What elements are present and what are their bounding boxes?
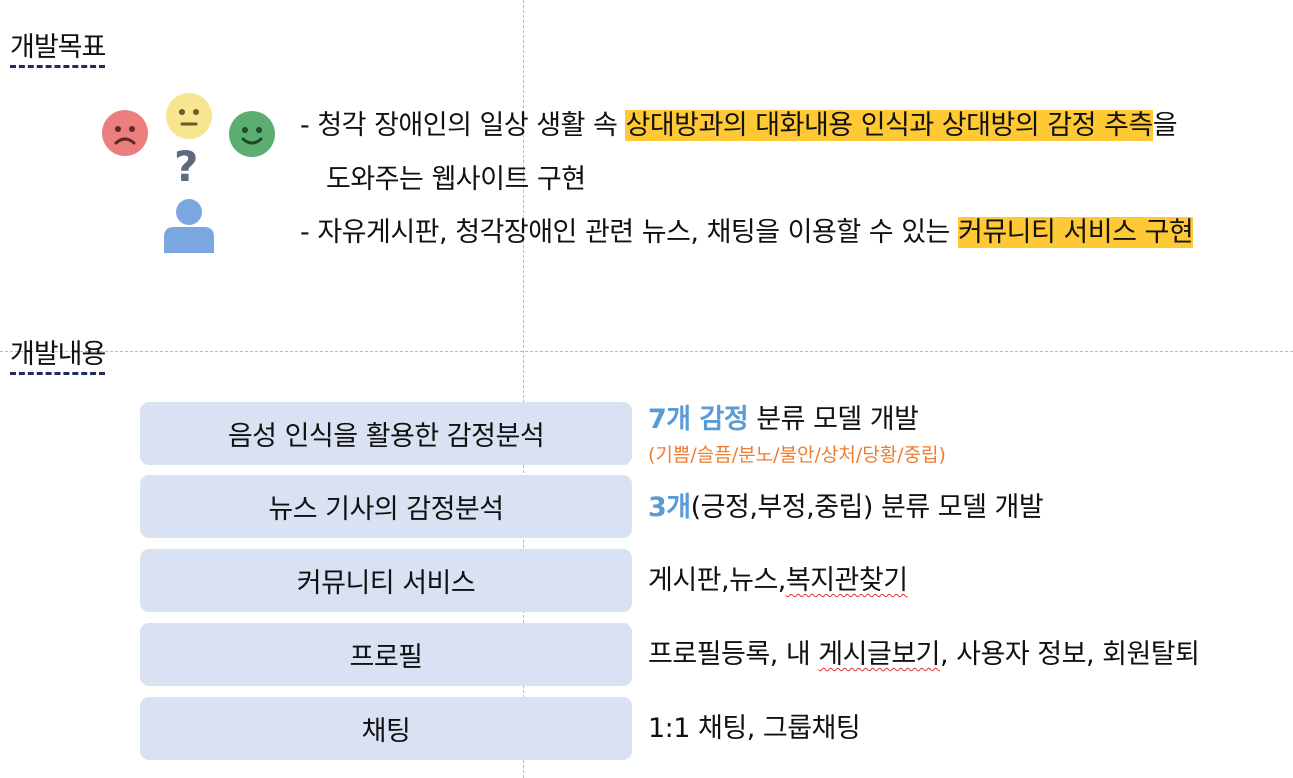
emotion-categories-list: (기쁨/슬픔/분노/불안/상처/당황/중립) bbox=[648, 444, 946, 466]
feature-desc-chat: 1:1 채팅, 그룹채팅 bbox=[648, 713, 861, 744]
goal-line-1-continued: 도와주는 웹사이트 구현 bbox=[326, 164, 586, 195]
feature-desc-profile: 프로필등록, 내 게시글보기, 사용자 정보, 회원탈퇴 bbox=[648, 637, 1200, 673]
goal-line-2: - 자유게시판, 청각장애인 관련 뉴스, 채팅을 이용할 수 있는 커뮤니티 … bbox=[300, 213, 1194, 253]
goal-line-1: - 청각 장애인의 일상 생활 속 상대방과의 대화내용 인식과 상대방의 감정… bbox=[300, 106, 1178, 146]
feature-box-chat: 채팅 bbox=[140, 697, 632, 760]
feature-desc-community: 게시판,뉴스,복지관찾기 bbox=[648, 563, 908, 599]
feature-box-news-analysis: 뉴스 기사의 감정분석 bbox=[140, 475, 632, 538]
desc-text: (긍정,부정,중립) 분류 모델 개발 bbox=[690, 492, 1044, 523]
goal-line-1-highlight: 상대방과의 대화내용 인식과 상대방의 감정 추측 bbox=[625, 110, 1153, 141]
feature-box-community: 커뮤니티 서비스 bbox=[140, 549, 632, 612]
goal-line-2-prefix: - 자유게시판, 청각장애인 관련 뉴스, 채팅을 이용할 수 있는 bbox=[300, 217, 958, 248]
vertical-guide-line bbox=[523, 0, 524, 778]
content-section-title: 개발내용 bbox=[10, 339, 106, 375]
desc-accent: 3개 bbox=[648, 492, 691, 523]
feature-desc-emotion-analysis: 7개 감정 분류 모델 개발 bbox=[648, 402, 919, 438]
desc-text: 프로필등록, 내 bbox=[648, 639, 819, 670]
goal-section-title: 개발목표 bbox=[10, 32, 106, 68]
desc-text: 분류 모델 개발 bbox=[748, 404, 919, 435]
neutral-face-icon bbox=[166, 93, 212, 139]
feature-box-emotion-analysis: 음성 인식을 활용한 감정분석 bbox=[140, 402, 632, 465]
person-icon bbox=[162, 197, 216, 253]
goal-line-2-highlight: 커뮤니티 서비스 구현 bbox=[957, 217, 1194, 248]
spellcheck-word: 복지관찾기 bbox=[785, 565, 908, 596]
question-mark-icon: ? bbox=[174, 142, 199, 191]
goal-line-1-suffix: 을 bbox=[1152, 110, 1178, 141]
desc-text: 게시판,뉴스, bbox=[648, 565, 786, 596]
desc-text-end: , 사용자 정보, 회원탈퇴 bbox=[940, 639, 1200, 670]
spellcheck-word: 게시글보기 bbox=[818, 639, 940, 670]
goal-line-1-prefix: - 청각 장애인의 일상 생활 속 bbox=[300, 110, 626, 141]
feature-box-profile: 프로필 bbox=[140, 623, 632, 686]
feature-desc-news-analysis: 3개(긍정,부정,중립) 분류 모델 개발 bbox=[648, 490, 1044, 526]
horizontal-guide-line bbox=[0, 351, 1293, 352]
sad-face-icon bbox=[102, 110, 148, 156]
desc-accent: 7개 감정 bbox=[648, 404, 749, 435]
happy-face-icon bbox=[229, 111, 275, 157]
